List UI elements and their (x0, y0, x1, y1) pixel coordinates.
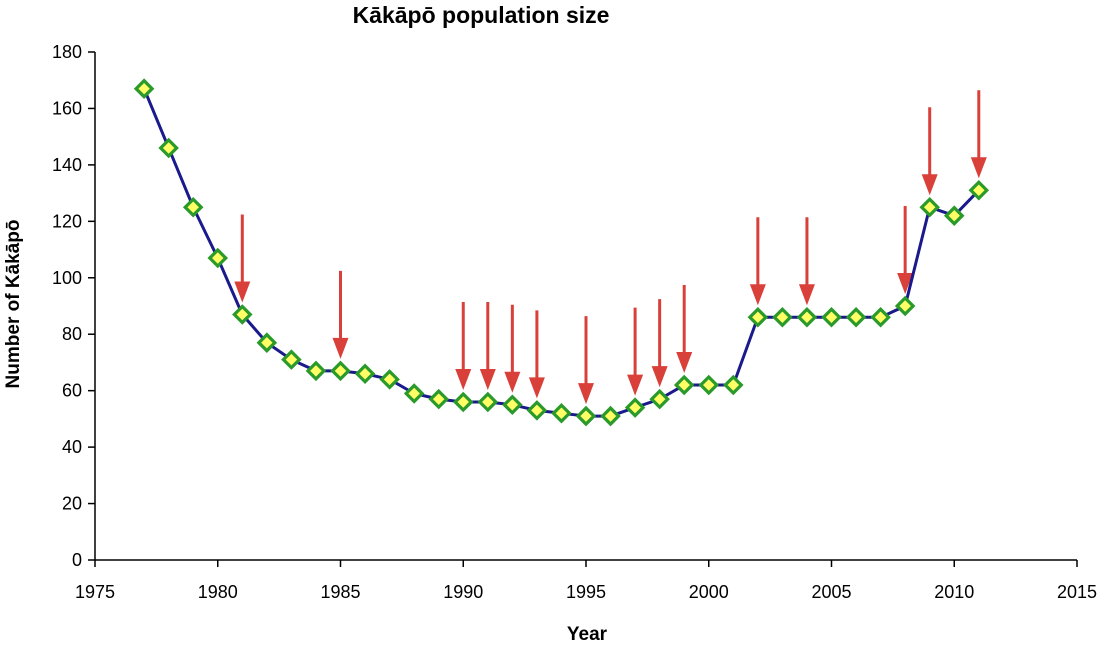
data-point (207, 247, 229, 269)
y-tick-label: 160 (52, 98, 82, 118)
x-tick-label: 1995 (566, 582, 606, 602)
arrow-head (627, 374, 644, 396)
y-tick-label: 180 (52, 42, 82, 62)
x-tick-label: 2010 (934, 582, 974, 602)
series-group (133, 78, 990, 427)
data-point (845, 307, 867, 328)
x-axis-label: Year (567, 624, 608, 645)
arrow-head (332, 337, 349, 359)
arrow-head (749, 284, 766, 306)
arrow-head (578, 383, 594, 405)
y-tick-label: 140 (52, 155, 82, 175)
data-point (894, 295, 916, 317)
data-point (943, 205, 965, 226)
y-tick-label: 40 (62, 437, 82, 457)
data-point (870, 307, 891, 328)
x-tick-label: 1985 (320, 582, 360, 602)
arrow-head (504, 371, 521, 393)
x-tick-label: 1980 (198, 582, 238, 602)
data-point (747, 307, 769, 328)
chart-title: Kākāpō population size (353, 2, 610, 28)
arrow-head (479, 368, 496, 390)
axes: 0 20 40 60 80 100 120 140 160 180 1975 1980 1985 1990… (52, 42, 1097, 602)
data-point (772, 307, 793, 328)
arrow-head (528, 377, 545, 399)
y-tick-label: 60 (62, 381, 82, 401)
data-point (698, 374, 720, 396)
data-point (256, 332, 278, 353)
data-point (158, 137, 179, 159)
arrow-head (921, 174, 938, 196)
data-point (305, 360, 327, 382)
data-point (551, 402, 572, 424)
data-point (600, 405, 621, 427)
arrow-head (897, 273, 914, 294)
data-point (133, 78, 155, 99)
data-point (526, 400, 548, 421)
data-point (649, 388, 670, 410)
data-point (477, 391, 499, 413)
data-point (354, 363, 376, 384)
x-tick-label: 2000 (689, 582, 729, 602)
x-tick-label: 1975 (75, 582, 115, 602)
data-point (182, 196, 204, 218)
data-point (452, 391, 474, 413)
data-point (281, 349, 302, 370)
data-point (624, 397, 646, 418)
data-point (575, 405, 597, 427)
x-tick-label: 2015 (1057, 582, 1097, 602)
y-tick-label: 120 (52, 211, 82, 231)
data-point (379, 369, 400, 390)
data-point (919, 196, 940, 218)
y-tick-label: 20 (62, 494, 82, 514)
data-point (232, 304, 253, 325)
y-axis-label: Number of Kākāpō (3, 220, 24, 389)
annotation-arrows (234, 90, 987, 405)
data-point (796, 307, 818, 328)
data-point (428, 388, 449, 410)
data-point (968, 180, 990, 201)
arrow-head (651, 366, 668, 388)
arrow-head (234, 281, 251, 303)
y-tick-label: 0 (72, 550, 82, 570)
data-point (673, 374, 695, 396)
x-tick-label: 2005 (811, 582, 851, 602)
arrow-head (455, 368, 472, 390)
x-tick-label: 1990 (443, 582, 483, 602)
data-point (330, 360, 351, 382)
data-point (403, 383, 425, 404)
data-point (821, 307, 842, 328)
y-tick-label: 100 (52, 268, 82, 288)
arrow-head (676, 352, 693, 374)
y-tick-label: 80 (62, 324, 82, 344)
data-point (723, 374, 744, 396)
series-line (142, 88, 980, 418)
arrow-head (970, 157, 987, 179)
data-point (502, 394, 523, 416)
arrow-head (798, 284, 815, 306)
